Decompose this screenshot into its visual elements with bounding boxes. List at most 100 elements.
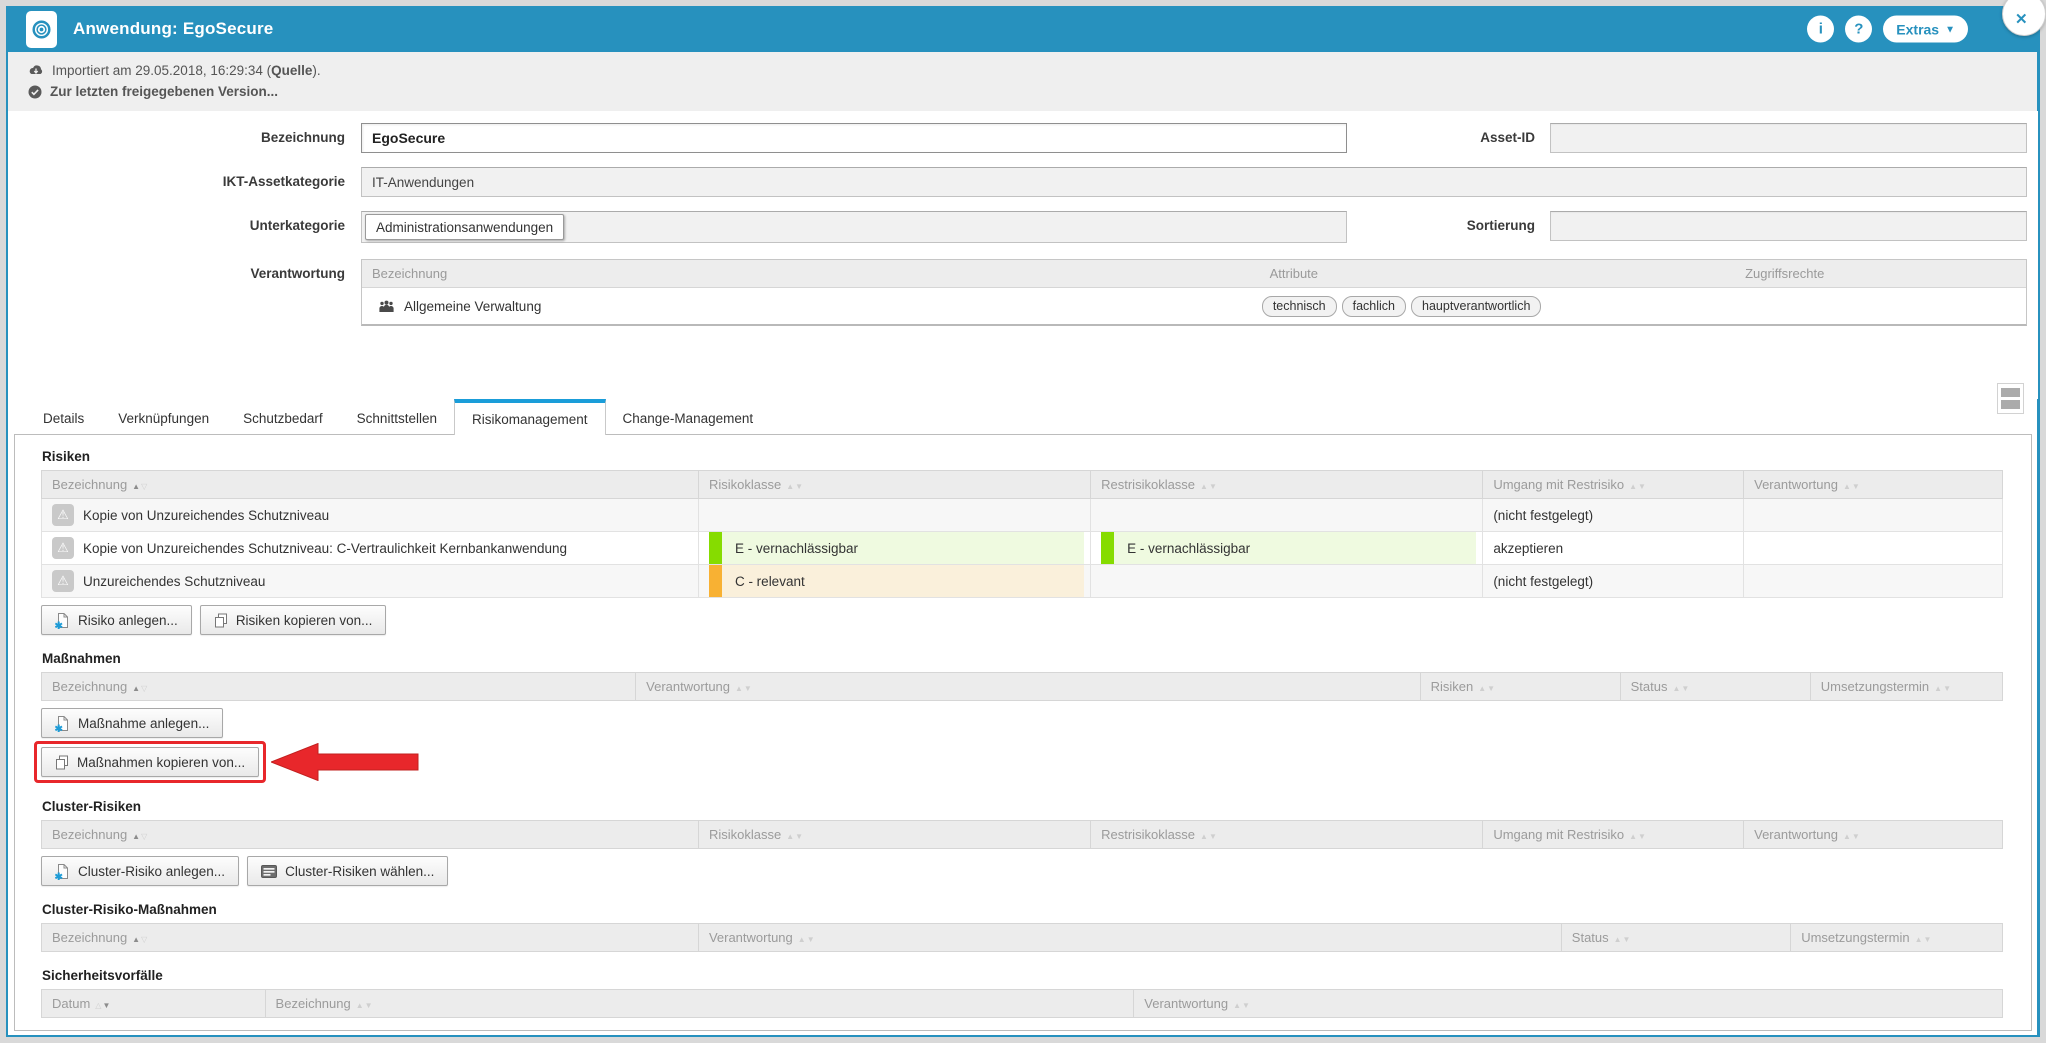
cluster-massnahmen-col-status[interactable]: Status ▲▼ bbox=[1560, 923, 1792, 952]
rows-layout-icon bbox=[2001, 400, 2020, 409]
extras-button[interactable]: Extras ▼ bbox=[1883, 15, 1968, 43]
verantwortung-label: Verantwortung bbox=[250, 266, 345, 281]
col-bezeichnung: Bezeichnung bbox=[372, 266, 448, 281]
vorfaelle-col-datum[interactable]: Datum △▼ bbox=[41, 989, 266, 1018]
sortierung-input[interactable] bbox=[1550, 211, 2027, 241]
asset-id-label: Asset-ID bbox=[1480, 130, 1535, 145]
annotation-arrow-icon bbox=[271, 743, 419, 781]
rows-layout-icon bbox=[2001, 388, 2020, 397]
massnahme-anlegen-button[interactable]: ✱ Maßnahme anlegen... bbox=[41, 708, 224, 738]
badge-fachlich: fachlich bbox=[1341, 295, 1407, 317]
risk-class-cell-green: E - vernachlässigbar bbox=[1101, 532, 1477, 564]
verantwortung-name: Allgemeine Verwaltung bbox=[404, 298, 542, 314]
risiken-table: Bezeichnung ▲▽ Risikoklasse ▲▼ Restrisikok… bbox=[41, 470, 2003, 598]
sort-triangles-icon: ▲▼ bbox=[1200, 832, 1218, 841]
risiken-row[interactable]: ⚠ Unzureichendes Schutzniveau C - relevan… bbox=[41, 564, 2003, 598]
cluster-risiken-col-umgang[interactable]: Umgang mit Restrisiko ▲▼ bbox=[1482, 820, 1745, 849]
new-document-star-icon: ✱ bbox=[55, 715, 68, 732]
massnahmen-col-bezeichnung[interactable]: Bezeichnung ▲▽ bbox=[40, 672, 637, 701]
cloud-download-icon bbox=[29, 65, 43, 75]
sort-triangles-icon: ▲▼ bbox=[1233, 1001, 1251, 1010]
vorfaelle-title: Sicherheitsvorfälle bbox=[42, 968, 163, 983]
asset-id-input[interactable] bbox=[1550, 123, 2027, 153]
cluster-risiken-col-bezeichnung[interactable]: Bezeichnung ▲▽ bbox=[41, 820, 699, 849]
unterkategorie-label: Unterkategorie bbox=[249, 218, 345, 233]
ikt-assetkategorie-value: IT-Anwendungen bbox=[372, 174, 475, 190]
annotation-highlight-box: Maßnahmen kopieren von... bbox=[34, 741, 419, 783]
application-icon bbox=[26, 10, 57, 48]
massnahmen-col-status[interactable]: Status ▲▼ bbox=[1619, 672, 1811, 701]
risiken-col-restrisikoklasse[interactable]: Restrisikoklasse ▲▼ bbox=[1090, 470, 1484, 499]
risiko-anlegen-button[interactable]: ✱ Risiko anlegen... bbox=[41, 605, 192, 635]
close-button[interactable]: ✕ bbox=[2002, 0, 2046, 36]
bezeichnung-input[interactable] bbox=[361, 123, 1347, 153]
version-link[interactable]: Zur letzten freigegebenen Version... bbox=[50, 84, 279, 99]
bezeichnung-label: Bezeichnung bbox=[260, 130, 345, 145]
cluster-massnahmen-header-row: Bezeichnung ▲▽ Verantwortung ▲▼ Status ▲▼ U… bbox=[41, 923, 2003, 952]
unterkategorie-field[interactable]: Administrationsanwendungen bbox=[361, 211, 1347, 243]
svg-text:✱: ✱ bbox=[55, 872, 64, 880]
vorfaelle-col-bezeichnung[interactable]: Bezeichnung ▲▼ bbox=[264, 989, 1135, 1018]
risiken-col-bezeichnung[interactable]: Bezeichnung ▲▽ bbox=[41, 470, 699, 499]
massnahmen-table: Bezeichnung ▲▽ Verantwortung ▲▼ Risiken ▲▼ … bbox=[40, 672, 2004, 701]
cluster-risiken-table: Bezeichnung ▲▽ Risikoklasse ▲▼ Restrisikok… bbox=[41, 820, 2003, 849]
people-group-icon bbox=[379, 300, 394, 312]
tab-change-management[interactable]: Change-Management bbox=[622, 411, 754, 426]
risiken-row[interactable]: ⚠ Kopie von Unzureichendes Schutzniveau: … bbox=[41, 531, 2003, 565]
cluster-risiken-col-restrisikoklasse[interactable]: Restrisikoklasse ▲▼ bbox=[1090, 820, 1484, 849]
ikt-assetkategorie-field[interactable]: IT-Anwendungen bbox=[361, 167, 2027, 197]
risiken-kopieren-button[interactable]: Risiken kopieren von... bbox=[199, 605, 387, 635]
warning-triangle-icon: ⚠ bbox=[52, 504, 74, 526]
massnahmen-col-risiken[interactable]: Risiken ▲▼ bbox=[1419, 672, 1621, 701]
window-title: Anwendung: EgoSecure bbox=[73, 19, 274, 38]
tab-verknuepfungen[interactable]: Verknüpfungen bbox=[118, 411, 210, 426]
risiken-col-umgang[interactable]: Umgang mit Restrisiko ▲▼ bbox=[1482, 470, 1745, 499]
verantwortung-table-header: Bezeichnung Attribute Zugriffsrechte bbox=[362, 260, 2026, 288]
verantwortung-table: Bezeichnung Attribute Zugriffsrechte All… bbox=[361, 259, 2027, 326]
tab-risikomanagement[interactable]: Risikomanagement bbox=[453, 399, 606, 435]
vorfaelle-header-row: Datum △▼ Bezeichnung ▲▼ Verantwortung ▲▼ bbox=[41, 989, 2003, 1018]
rows-layout-toggle-button[interactable] bbox=[1997, 383, 2024, 414]
new-document-star-icon: ✱ bbox=[55, 612, 68, 629]
ikt-assetkategorie-label: IKT-Assetkategorie bbox=[222, 174, 345, 189]
tab-schnittstellen[interactable]: Schnittstellen bbox=[356, 411, 437, 426]
risiken-row[interactable]: ⚠ Kopie von Unzureichendes Schutzniveau (… bbox=[41, 498, 2003, 532]
titlebar: Anwendung: EgoSecure i ? Extras ▼ ✕ bbox=[8, 0, 2046, 52]
sort-triangles-icon: ▲▼ bbox=[797, 935, 816, 944]
tab-details[interactable]: Details bbox=[43, 411, 85, 426]
unterkategorie-chip[interactable]: Administrationsanwendungen bbox=[365, 214, 565, 240]
cluster-risiken-col-verantwortung[interactable]: Verantwortung ▲▼ bbox=[1743, 820, 2003, 849]
massnahmen-header-row: Bezeichnung ▲▽ Verantwortung ▲▼ Risiken ▲▼ … bbox=[40, 672, 2004, 701]
import-source-link[interactable]: Quelle bbox=[271, 63, 313, 78]
cluster-risiken-header-row: Bezeichnung ▲▽ Risikoklasse ▲▼ Restrisikok… bbox=[41, 820, 2003, 849]
new-document-star-icon: ✱ bbox=[55, 863, 68, 880]
risiken-col-verantwortung[interactable]: Verantwortung ▲▼ bbox=[1743, 470, 2003, 499]
cluster-massnahmen-col-bezeichnung[interactable]: Bezeichnung ▲▽ bbox=[41, 923, 699, 952]
sort-triangles-icon: ▲▼ bbox=[735, 684, 753, 693]
cluster-risiken-col-risikoklasse[interactable]: Risikoklasse ▲▼ bbox=[697, 820, 1092, 849]
cluster-risiken-waehlen-button[interactable]: Cluster-Risiken wählen... bbox=[247, 856, 449, 886]
sort-triangles-icon: ▲▼ bbox=[1934, 684, 1953, 693]
sort-triangles-icon: ▲▽ bbox=[132, 482, 149, 491]
massnahmen-col-verantwortung[interactable]: Verantwortung ▲▼ bbox=[635, 672, 1421, 701]
app-window: Anwendung: EgoSecure i ? Extras ▼ ✕ Impo… bbox=[6, 0, 2046, 1037]
sort-triangles-icon: ▲▼ bbox=[1629, 832, 1647, 841]
badge-hauptverantwortlich: hauptverantwortlich bbox=[1411, 295, 1542, 317]
sort-triangles-icon: ▲▼ bbox=[1478, 684, 1497, 693]
scrollbar[interactable] bbox=[2037, 52, 2040, 1037]
verantwortung-row[interactable]: Allgemeine Verwaltung technisch fachlich… bbox=[362, 288, 2026, 324]
risiken-col-risikoklasse[interactable]: Risikoklasse ▲▼ bbox=[697, 470, 1092, 499]
cluster-massnahmen-col-verantwortung[interactable]: Verantwortung ▲▼ bbox=[697, 923, 1562, 952]
tab-schutzbedarf[interactable]: Schutzbedarf bbox=[243, 411, 323, 426]
massnahmen-col-umsetzungstermin[interactable]: Umsetzungstermin ▲▼ bbox=[1809, 672, 2004, 701]
massnahmen-kopieren-button[interactable]: Maßnahmen kopieren von... bbox=[41, 747, 260, 777]
vorfaelle-col-verantwortung[interactable]: Verantwortung ▲▼ bbox=[1133, 989, 2003, 1018]
cluster-risiko-anlegen-button[interactable]: ✱ Cluster-Risiko anlegen... bbox=[41, 856, 240, 886]
massnahmen-title: Maßnahmen bbox=[42, 651, 121, 666]
info-button[interactable]: i bbox=[1807, 15, 1835, 43]
cluster-massnahmen-table: Bezeichnung ▲▽ Verantwortung ▲▼ Status ▲▼ U… bbox=[41, 923, 2003, 952]
help-button[interactable]: ? bbox=[1845, 15, 1873, 43]
risk-class-cell-green: E - vernachlässigbar bbox=[708, 532, 1085, 564]
sort-triangles-icon: ▲▼ bbox=[355, 1001, 374, 1010]
cluster-massnahmen-col-umsetzungstermin[interactable]: Umsetzungstermin ▲▼ bbox=[1790, 923, 2003, 952]
